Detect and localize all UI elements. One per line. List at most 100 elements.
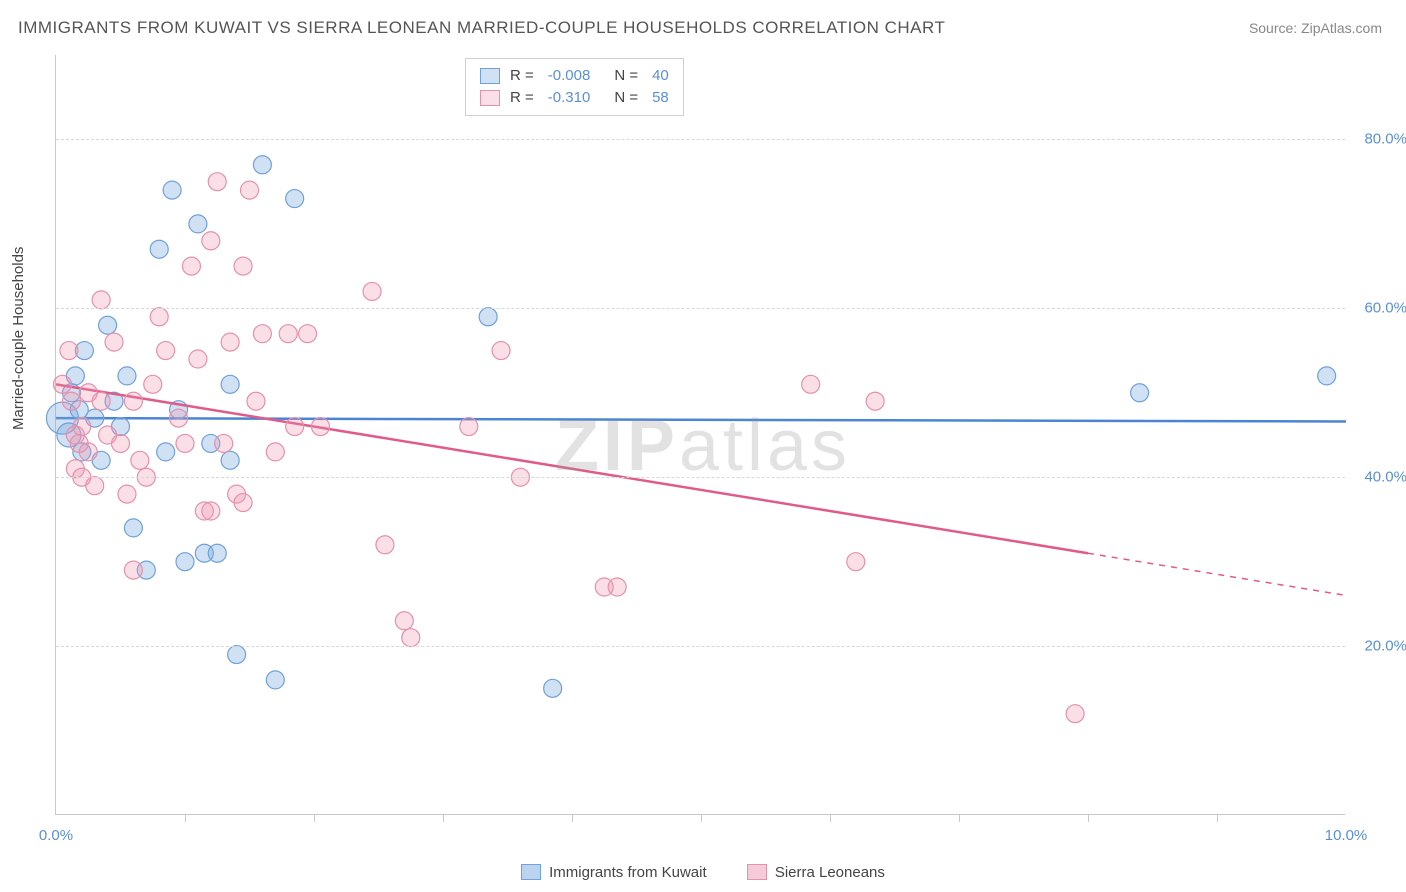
point-kuwait (176, 553, 194, 571)
point-sierra (266, 443, 284, 461)
legend-row-kuwait: R = -0.008 N = 40 (480, 65, 669, 87)
point-kuwait (157, 443, 175, 461)
point-kuwait (163, 181, 181, 199)
gridline (56, 308, 1345, 309)
point-sierra (79, 443, 97, 461)
point-kuwait (253, 156, 271, 174)
point-sierra (124, 392, 142, 410)
legend-label-kuwait: Immigrants from Kuwait (549, 864, 707, 881)
legend-item-sierra: Sierra Leoneans (747, 864, 885, 881)
gridline (56, 646, 1345, 647)
point-sierra (105, 333, 123, 351)
point-sierra (492, 342, 510, 360)
r-value-sierra: -0.310 (548, 87, 591, 109)
point-sierra (376, 536, 394, 554)
r-label: R = (510, 65, 534, 87)
trendline-sierra (56, 384, 1088, 553)
gridline (56, 139, 1345, 140)
chart-title: IMMIGRANTS FROM KUWAIT VS SIERRA LEONEAN… (18, 18, 945, 38)
point-sierra (299, 325, 317, 343)
swatch-kuwait (480, 68, 500, 84)
point-kuwait (479, 308, 497, 326)
point-sierra (460, 418, 478, 436)
point-sierra (144, 375, 162, 393)
point-sierra (866, 392, 884, 410)
point-kuwait (286, 190, 304, 208)
point-sierra (1066, 705, 1084, 723)
n-label: N = (614, 87, 638, 109)
point-kuwait (221, 375, 239, 393)
point-sierra (402, 629, 420, 647)
point-sierra (157, 342, 175, 360)
point-kuwait (228, 646, 246, 664)
source-label: Source: ZipAtlas.com (1249, 20, 1382, 36)
ytick-label: 20.0% (1352, 638, 1406, 655)
point-kuwait (99, 316, 117, 334)
point-sierra (53, 375, 71, 393)
point-sierra (395, 612, 413, 630)
point-sierra (170, 409, 188, 427)
swatch-sierra-icon (747, 864, 767, 880)
point-kuwait (221, 451, 239, 469)
legend-row-sierra: R = -0.310 N = 58 (480, 87, 669, 109)
point-sierra (253, 325, 271, 343)
xtick (830, 814, 831, 822)
trendline-dash-sierra (1088, 553, 1346, 595)
correlation-legend: R = -0.008 N = 40 R = -0.310 N = 58 (465, 58, 684, 116)
point-sierra (247, 392, 265, 410)
point-sierra (92, 392, 110, 410)
point-kuwait (1318, 367, 1336, 385)
point-kuwait (150, 240, 168, 258)
trendline-kuwait (56, 418, 1346, 421)
r-label: R = (510, 87, 534, 109)
xtick (1088, 814, 1089, 822)
point-sierra (215, 434, 233, 452)
xtick (314, 814, 315, 822)
n-value-sierra: 58 (652, 87, 669, 109)
legend-item-kuwait: Immigrants from Kuwait (521, 864, 707, 881)
point-sierra (60, 342, 78, 360)
swatch-kuwait-icon (521, 864, 541, 880)
point-sierra (92, 291, 110, 309)
point-sierra (311, 418, 329, 436)
point-sierra (208, 173, 226, 191)
series-legend: Immigrants from Kuwait Sierra Leoneans (0, 864, 1406, 885)
point-sierra (279, 325, 297, 343)
point-kuwait (266, 671, 284, 689)
point-sierra (221, 333, 239, 351)
n-value-kuwait: 40 (652, 65, 669, 87)
point-sierra (202, 232, 220, 250)
point-sierra (176, 434, 194, 452)
n-label: N = (614, 65, 638, 87)
point-kuwait (118, 367, 136, 385)
point-sierra (234, 494, 252, 512)
point-sierra (802, 375, 820, 393)
point-sierra (112, 434, 130, 452)
point-sierra (62, 392, 80, 410)
point-sierra (241, 181, 259, 199)
point-sierra (86, 477, 104, 495)
point-sierra (150, 308, 168, 326)
point-sierra (608, 578, 626, 596)
ytick-label: 60.0% (1352, 300, 1406, 317)
plot-area: 20.0%40.0%60.0%80.0%0.0%10.0% (55, 55, 1345, 815)
xtick (701, 814, 702, 822)
point-sierra (73, 418, 91, 436)
xtick (572, 814, 573, 822)
point-sierra (363, 282, 381, 300)
y-axis-label: Married-couple Households (10, 247, 27, 430)
chart-svg (56, 55, 1345, 814)
xtick (185, 814, 186, 822)
ytick-label: 80.0% (1352, 131, 1406, 148)
xtick (443, 814, 444, 822)
point-kuwait (544, 679, 562, 697)
xtick-label-right: 10.0% (1325, 827, 1368, 844)
xtick (959, 814, 960, 822)
r-value-kuwait: -0.008 (548, 65, 591, 87)
point-kuwait (189, 215, 207, 233)
point-sierra (847, 553, 865, 571)
xtick-label-left: 0.0% (39, 827, 73, 844)
point-sierra (189, 350, 207, 368)
point-kuwait (1131, 384, 1149, 402)
gridline (56, 477, 1345, 478)
